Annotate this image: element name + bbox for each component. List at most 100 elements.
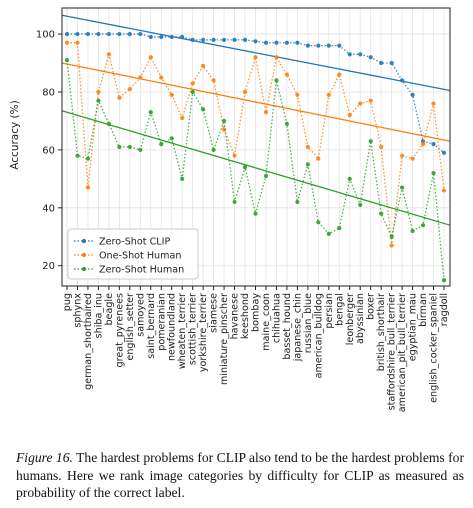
caption-label: Figure 16.	[16, 450, 73, 465]
data-point	[337, 43, 342, 48]
data-point	[284, 72, 290, 77]
data-point	[379, 211, 384, 216]
data-point	[75, 153, 80, 158]
y-tick-label: 20	[42, 261, 55, 272]
x-tick-label: wheaten_terrier	[177, 293, 188, 369]
data-point	[242, 89, 248, 95]
x-tick-label: siamese	[209, 293, 220, 333]
data-point	[148, 110, 153, 115]
data-point	[190, 37, 195, 42]
x-tick-label: miniature_pinscher	[219, 293, 230, 385]
data-point	[159, 142, 164, 147]
figure-caption: Figure 16. The hardest problems for CLIP…	[16, 449, 464, 502]
data-point	[284, 40, 290, 45]
data-point	[117, 31, 122, 37]
data-point	[106, 52, 111, 57]
x-tick-label: japanese_chin	[292, 293, 303, 362]
data-point	[106, 121, 111, 126]
data-point	[431, 142, 436, 147]
x-tick-label: leonberger	[345, 293, 356, 345]
data-point	[180, 34, 185, 40]
data-point	[138, 31, 143, 37]
data-point	[274, 78, 279, 83]
caption-text: The hardest problems for CLIP also tend …	[16, 450, 464, 500]
data-point	[431, 170, 436, 176]
x-tick-label: russian_blue	[303, 293, 314, 353]
x-tick-label: english_cocker_spaniel	[429, 293, 440, 403]
x-tick-label: german_shorthaired	[83, 293, 94, 390]
data-point	[127, 144, 132, 150]
data-point	[117, 144, 122, 150]
data-point	[389, 60, 394, 66]
data-point	[368, 55, 373, 60]
chart-grid	[62, 8, 450, 286]
legend-swatch-marker	[81, 252, 87, 258]
data-point	[253, 55, 258, 60]
data-point	[431, 101, 436, 106]
chart-series	[64, 31, 447, 283]
trend-lines	[61, 14, 451, 226]
data-point	[148, 34, 153, 40]
data-point	[410, 228, 415, 234]
x-tick-label: havanese	[230, 293, 241, 339]
data-point	[96, 98, 101, 103]
data-point	[75, 31, 80, 37]
data-point	[379, 60, 384, 66]
x-tick-label: pug	[62, 293, 73, 311]
y-tick-label: 60	[42, 145, 55, 156]
data-point	[138, 75, 143, 80]
data-point	[305, 144, 310, 150]
data-point	[358, 202, 363, 208]
x-tick-label: ragdoll	[439, 293, 450, 326]
data-point	[190, 81, 195, 86]
data-point	[358, 101, 363, 106]
data-point	[221, 127, 227, 132]
data-point	[358, 52, 363, 57]
data-point	[85, 31, 91, 37]
x-tick-label: staffordshire_bull_terrier	[387, 293, 398, 410]
data-point	[169, 34, 174, 40]
x-tick-label: keeshond	[240, 293, 251, 339]
data-point	[211, 78, 216, 83]
data-point	[379, 144, 384, 150]
data-point	[75, 40, 80, 45]
x-tick-label: maine_coon	[261, 293, 272, 351]
data-point	[117, 95, 122, 100]
data-point	[96, 89, 101, 95]
data-point	[106, 31, 111, 37]
data-point	[201, 107, 206, 112]
data-point	[64, 58, 70, 63]
data-point	[221, 37, 227, 42]
data-point	[169, 92, 174, 97]
data-point	[263, 110, 269, 115]
data-point	[232, 153, 237, 158]
data-point	[232, 37, 237, 42]
data-point	[190, 89, 195, 95]
legend-label: Zero-Shot CLIP	[99, 237, 170, 248]
data-point	[85, 156, 91, 161]
x-tick-label: egyptian_mau	[408, 293, 419, 361]
trend-line	[61, 62, 451, 142]
data-point	[138, 147, 143, 152]
x-tick-label: chihuahua	[271, 293, 282, 343]
x-tick-label: british_shorthair	[376, 293, 387, 371]
data-point	[305, 162, 310, 167]
data-point	[263, 173, 269, 179]
data-point	[420, 223, 426, 228]
data-point	[441, 278, 447, 283]
data-point	[368, 139, 373, 144]
data-point	[127, 31, 132, 37]
x-tick-label: bombay	[251, 293, 262, 332]
x-tick-label: boxer	[366, 293, 377, 320]
x-tick-label: pomeranian	[156, 293, 167, 351]
x-tick-label: yorkshire_terrier	[198, 293, 209, 372]
data-point	[337, 225, 342, 231]
x-tick-label: american_pit_bull_terrier	[397, 293, 408, 412]
trend-line	[61, 110, 451, 226]
data-point	[295, 199, 300, 205]
data-point	[148, 55, 153, 60]
data-point	[242, 37, 248, 42]
data-point	[347, 113, 352, 118]
data-point	[159, 34, 164, 40]
data-point	[253, 211, 258, 216]
